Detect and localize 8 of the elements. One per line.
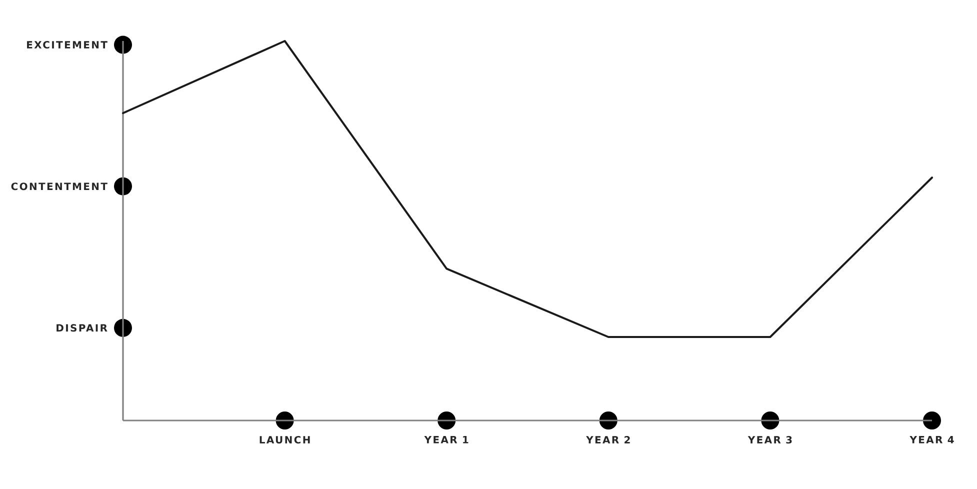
x-tick-label: YEAR 3 (748, 436, 792, 444)
text: CONTENTMENT (11, 182, 108, 190)
x-tick-label: YEAR 2 (586, 436, 630, 444)
x-tick-label: LAUNCH (260, 436, 310, 444)
x-tick-label: YEAR 4 (910, 436, 954, 444)
text: EXCITEMENT (27, 41, 108, 49)
x-tick-label: YEAR 1 (424, 436, 468, 444)
text: DISPAIR (56, 324, 108, 332)
